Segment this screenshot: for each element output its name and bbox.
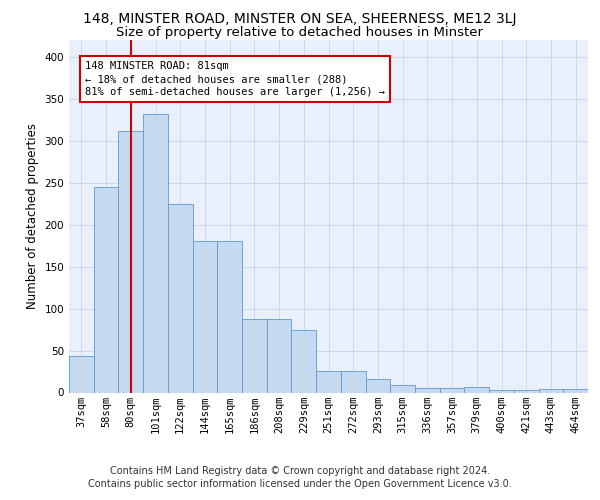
- Bar: [440, 388, 464, 392]
- Bar: [118, 130, 143, 392]
- Text: 148 MINSTER ROAD: 81sqm
← 18% of detached houses are smaller (288)
81% of semi-d: 148 MINSTER ROAD: 81sqm ← 18% of detache…: [85, 61, 385, 98]
- Text: Size of property relative to detached houses in Minster: Size of property relative to detached ho…: [116, 26, 484, 39]
- Text: Contains public sector information licensed under the Open Government Licence v3: Contains public sector information licen…: [88, 479, 512, 489]
- Bar: [341, 370, 365, 392]
- Bar: [217, 242, 242, 392]
- Text: Contains HM Land Registry data © Crown copyright and database right 2024.: Contains HM Land Registry data © Crown c…: [110, 466, 490, 476]
- Bar: [390, 385, 415, 392]
- Bar: [415, 388, 440, 392]
- Bar: [316, 370, 341, 392]
- Bar: [193, 242, 217, 392]
- Bar: [94, 187, 118, 392]
- Y-axis label: Number of detached properties: Number of detached properties: [26, 123, 39, 309]
- Bar: [563, 389, 588, 392]
- Bar: [365, 379, 390, 392]
- Bar: [143, 114, 168, 392]
- Bar: [514, 390, 539, 392]
- Bar: [168, 204, 193, 392]
- Bar: [489, 390, 514, 392]
- Bar: [464, 388, 489, 392]
- Bar: [539, 389, 563, 392]
- Bar: [267, 318, 292, 392]
- Bar: [292, 330, 316, 392]
- Bar: [242, 318, 267, 392]
- Text: 148, MINSTER ROAD, MINSTER ON SEA, SHEERNESS, ME12 3LJ: 148, MINSTER ROAD, MINSTER ON SEA, SHEER…: [83, 12, 517, 26]
- Bar: [69, 356, 94, 392]
